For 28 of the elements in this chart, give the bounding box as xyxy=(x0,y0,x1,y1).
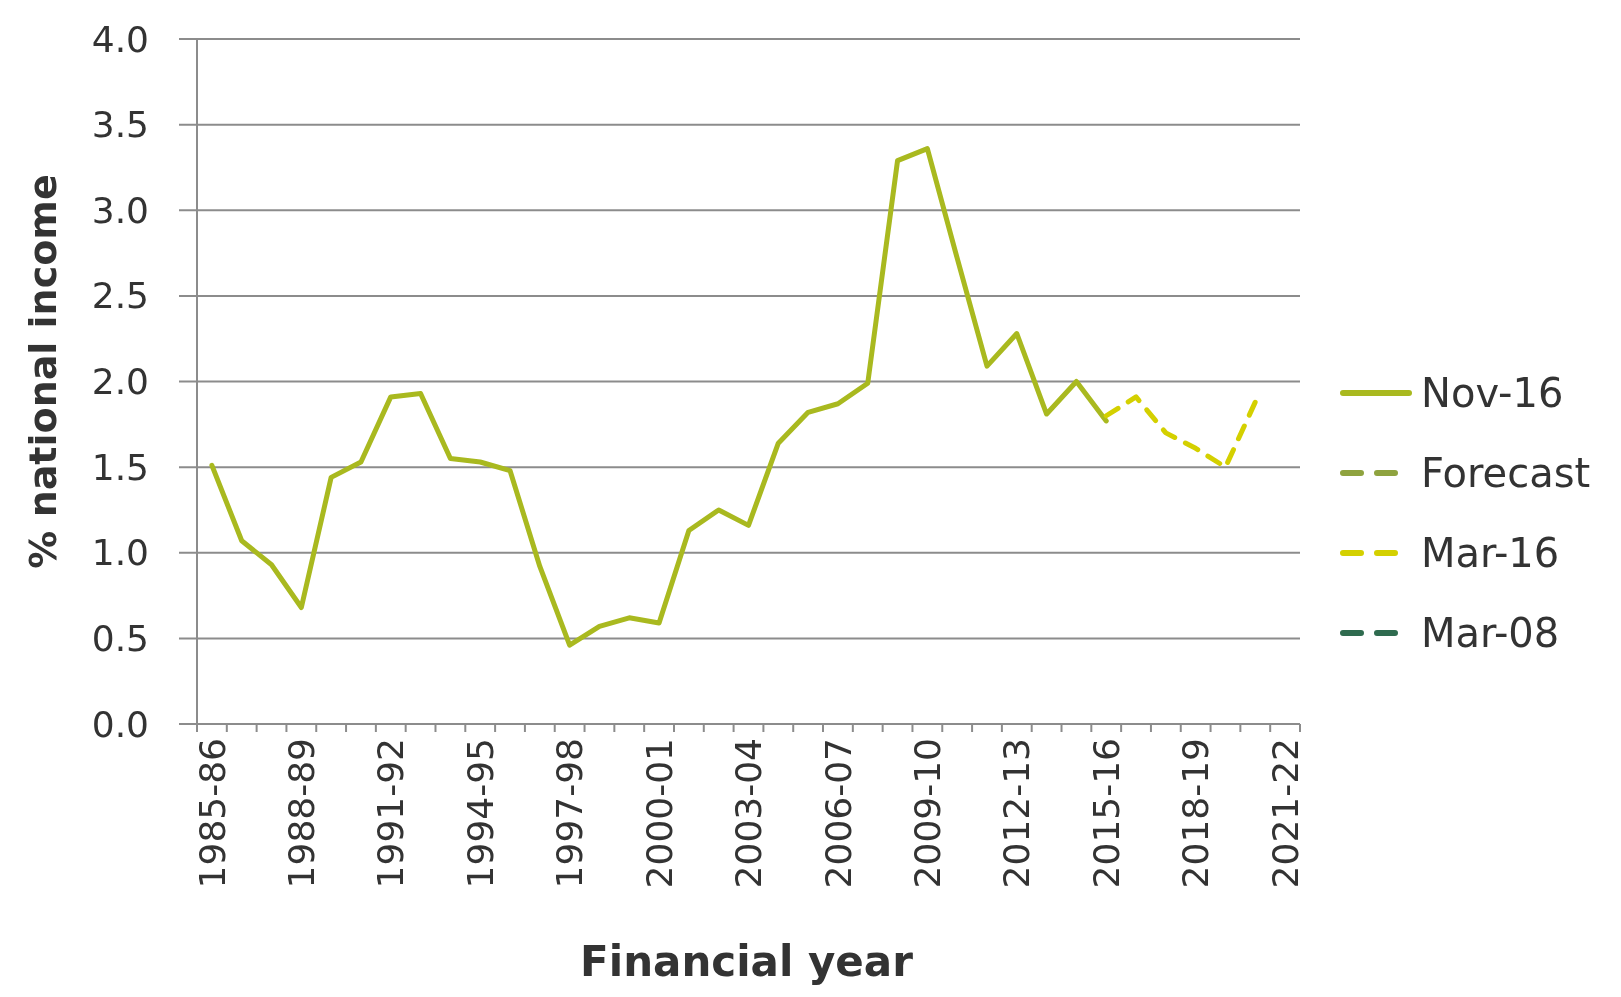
x-tick-label: 2015-16 xyxy=(1085,738,1127,889)
x-axis-title: Financial year xyxy=(580,937,914,986)
y-tick-label: 1.5 xyxy=(91,446,149,488)
x-tick-label: 2009-10 xyxy=(906,738,948,889)
y-tick-label: 1.0 xyxy=(91,532,149,574)
y-tick-label: 0.0 xyxy=(91,703,149,745)
x-tick-label: 1991-92 xyxy=(370,738,412,889)
x-tick-label: 1988-89 xyxy=(280,738,322,889)
y-tick-label: 2.0 xyxy=(91,361,149,403)
legend-label: Mar-16 xyxy=(1421,530,1560,576)
y-tick-label: 2.5 xyxy=(91,275,149,317)
x-tick-label: 1994-95 xyxy=(459,738,501,889)
x-tick-label: 2018-19 xyxy=(1175,738,1217,889)
y-tick-label: 0.5 xyxy=(91,617,149,659)
y-tick-label: 3.5 xyxy=(91,104,149,146)
legend-label: Mar-08 xyxy=(1421,610,1560,656)
x-tick-label: 2003-04 xyxy=(728,738,770,889)
y-tick-label: 3.0 xyxy=(91,189,149,231)
y-axis-title: % national income xyxy=(21,174,65,569)
x-tick-label: 2012-13 xyxy=(996,738,1038,889)
y-tick-label: 4.0 xyxy=(91,18,149,60)
x-tick-label: 1997-98 xyxy=(549,738,591,889)
x-tick-label: 2021-22 xyxy=(1264,738,1306,889)
x-tick-label: 2000-01 xyxy=(638,738,680,889)
legend-label: Nov-16 xyxy=(1421,370,1564,416)
x-tick-label: 2006-07 xyxy=(817,738,859,889)
legend-label: Forecast xyxy=(1421,450,1591,496)
x-tick-label: 1985-86 xyxy=(191,738,233,889)
